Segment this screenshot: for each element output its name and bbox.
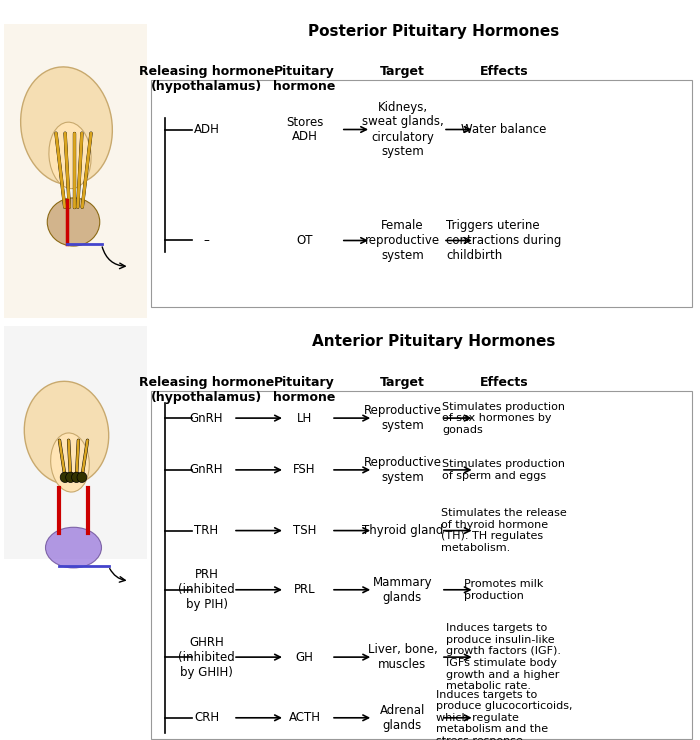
Text: TRH: TRH <box>195 524 218 537</box>
Text: PRL: PRL <box>294 583 315 596</box>
Text: Stimulates production
of sex hormones by
gonads: Stimulates production of sex hormones by… <box>442 402 566 434</box>
Circle shape <box>66 472 76 482</box>
Text: Pituitary
hormone: Pituitary hormone <box>273 65 336 93</box>
Text: CRH: CRH <box>194 711 219 724</box>
Text: Stimulates production
of sperm and eggs: Stimulates production of sperm and eggs <box>442 459 566 481</box>
Text: FSH: FSH <box>293 463 316 477</box>
Text: ADH: ADH <box>194 123 219 136</box>
Text: Effects: Effects <box>480 65 528 78</box>
Text: GH: GH <box>295 650 314 664</box>
Bar <box>150 80 692 307</box>
Text: GnRH: GnRH <box>190 411 223 425</box>
Ellipse shape <box>20 67 113 185</box>
Text: Promotes milk
production: Promotes milk production <box>464 579 544 601</box>
Text: Stimulates the release
of thyroid hormone
(TH). TH regulates
metabolism.: Stimulates the release of thyroid hormon… <box>441 508 567 553</box>
Text: Induces targets to
produce insulin-like
growth factors (IGF).
IGFs stimulate bod: Induces targets to produce insulin-like … <box>447 623 561 691</box>
Circle shape <box>77 472 87 482</box>
FancyBboxPatch shape <box>4 24 147 318</box>
Text: Target: Target <box>380 376 425 389</box>
Ellipse shape <box>50 433 90 492</box>
FancyBboxPatch shape <box>4 326 147 559</box>
Text: Kidneys,
sweat glands,
circulatory
system: Kidneys, sweat glands, circulatory syste… <box>362 101 443 158</box>
Text: Reproductive
system: Reproductive system <box>363 456 442 484</box>
Text: Pituitary
hormone: Pituitary hormone <box>273 376 336 404</box>
Text: Releasing hormone
(hypothalamus): Releasing hormone (hypothalamus) <box>139 376 274 404</box>
Ellipse shape <box>49 122 91 189</box>
Ellipse shape <box>48 198 99 246</box>
Text: Adrenal
glands: Adrenal glands <box>380 704 425 732</box>
Text: Target: Target <box>380 65 425 78</box>
Bar <box>150 391 692 739</box>
Text: Effects: Effects <box>480 376 528 389</box>
Text: Water balance: Water balance <box>461 123 547 136</box>
Text: –: – <box>204 234 209 247</box>
Text: GHRH
(inhibited
by GHIH): GHRH (inhibited by GHIH) <box>178 636 235 679</box>
Ellipse shape <box>46 527 102 568</box>
Circle shape <box>60 472 70 482</box>
Text: PRH
(inhibited
by PIH): PRH (inhibited by PIH) <box>178 568 235 611</box>
Text: LH: LH <box>297 411 312 425</box>
Text: Triggers uterine
contractions during
childbirth: Triggers uterine contractions during chi… <box>447 219 561 262</box>
Text: Thyroid gland: Thyroid gland <box>362 524 443 537</box>
Text: Female
reproductive
system: Female reproductive system <box>365 219 440 262</box>
Text: Induces targets to
produce glucocorticoids,
which regulate
metabolism and the
st: Induces targets to produce glucocorticoi… <box>435 690 573 740</box>
Circle shape <box>71 472 81 482</box>
Text: Stores
ADH: Stores ADH <box>286 115 323 144</box>
Text: Releasing hormone
(hypothalamus): Releasing hormone (hypothalamus) <box>139 65 274 93</box>
Text: Mammary
glands: Mammary glands <box>372 576 433 604</box>
Text: Liver, bone,
muscles: Liver, bone, muscles <box>368 643 438 671</box>
Text: OT: OT <box>296 234 313 247</box>
Ellipse shape <box>25 381 108 485</box>
Text: TSH: TSH <box>293 524 316 537</box>
Text: GnRH: GnRH <box>190 463 223 477</box>
Text: Posterior Pituitary Hormones: Posterior Pituitary Hormones <box>309 24 559 38</box>
Text: Reproductive
system: Reproductive system <box>363 404 442 432</box>
Text: ACTH: ACTH <box>288 711 321 724</box>
Text: Anterior Pituitary Hormones: Anterior Pituitary Hormones <box>312 334 556 349</box>
